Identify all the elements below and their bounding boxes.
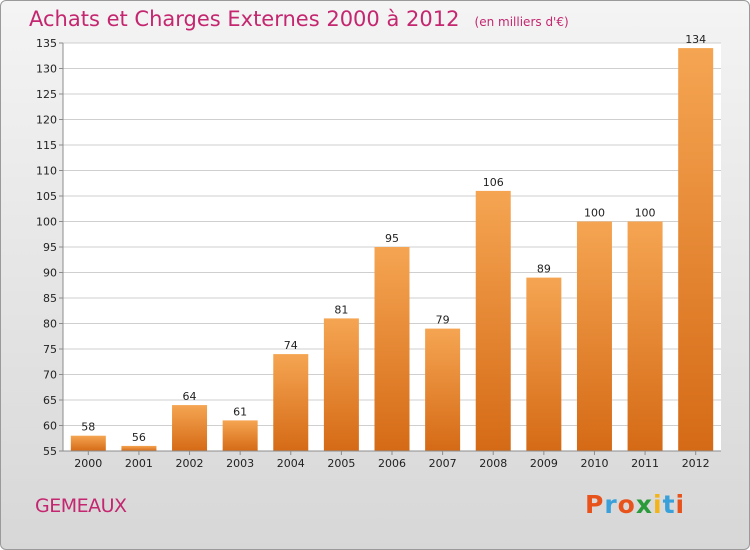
x-tick-label: 2000 xyxy=(74,457,102,470)
y-tick-label: 80 xyxy=(43,318,57,331)
bar xyxy=(576,221,612,451)
bar xyxy=(475,190,511,451)
x-tick-label: 2002 xyxy=(176,457,204,470)
bars: 58 56 64 61 74 81 95 79 106 89 100 100 134 xyxy=(70,33,714,451)
y-tick-label: 105 xyxy=(36,190,57,203)
x-tick-label: 2008 xyxy=(479,457,507,470)
x-tick-label: 2004 xyxy=(277,457,305,470)
bar xyxy=(374,247,410,451)
bar xyxy=(425,328,461,451)
bar-value-label: 100 xyxy=(584,207,605,220)
bar xyxy=(273,354,309,451)
logo-letter: t xyxy=(662,490,676,519)
x-tick-label: 2001 xyxy=(125,457,153,470)
y-tick-label: 125 xyxy=(36,88,57,101)
y-tick-label: 95 xyxy=(43,241,57,254)
commune-name: GEMEAUX xyxy=(35,495,127,517)
logo-letter: i xyxy=(675,490,686,519)
bar-value-label: 56 xyxy=(132,431,146,444)
bar-value-label: 74 xyxy=(284,339,298,352)
y-tick-label: 115 xyxy=(36,139,57,152)
chart-title: Achats et Charges Externes 2000 à 2012 xyxy=(29,7,460,31)
bar-value-label: 58 xyxy=(81,421,95,434)
bar-value-label: 89 xyxy=(537,263,551,276)
logo-letter: P xyxy=(585,490,605,519)
bar-value-label: 134 xyxy=(685,33,706,46)
y-tick-label: 120 xyxy=(36,114,57,127)
x-tick-label: 2012 xyxy=(682,457,710,470)
bar-value-label: 79 xyxy=(436,314,450,327)
x-tick-label: 2003 xyxy=(226,457,254,470)
x-tick-label: 2006 xyxy=(378,457,406,470)
x-tick-label: 2010 xyxy=(580,457,608,470)
x-tick-label: 2009 xyxy=(530,457,558,470)
y-tick-label: 60 xyxy=(43,420,57,433)
logo-letter: r xyxy=(604,490,618,519)
y-tick-label: 75 xyxy=(43,343,57,356)
x-tick-label: 2005 xyxy=(327,457,355,470)
bar-value-label: 100 xyxy=(635,207,656,220)
bar-value-label: 81 xyxy=(334,303,348,316)
bar xyxy=(172,405,208,451)
proxiti-logo: Proxiti xyxy=(585,490,685,519)
bar-value-label: 95 xyxy=(385,232,399,245)
y-tick-label: 65 xyxy=(43,394,57,407)
logo-letter: x xyxy=(635,490,653,519)
bar-value-label: 64 xyxy=(183,390,197,403)
logo-letter: o xyxy=(617,490,636,519)
y-tick-label: 110 xyxy=(36,165,57,178)
axes: 55 60 65 70 75 80 85 90 95 100 105 110 115 120 125 130 1… xyxy=(36,37,721,470)
y-tick-label: 70 xyxy=(43,369,57,382)
title-row: Achats et Charges Externes 2000 à 2012 (… xyxy=(29,7,569,31)
bar-value-label: 61 xyxy=(233,405,247,418)
bar xyxy=(526,277,562,451)
y-tick-label: 135 xyxy=(36,37,57,50)
y-tick-label: 100 xyxy=(36,216,57,229)
x-tick-label: 2011 xyxy=(631,457,659,470)
y-tick-label: 130 xyxy=(36,63,57,76)
bar xyxy=(121,445,157,451)
bar xyxy=(70,435,106,451)
chart-unit: (en milliers d'€) xyxy=(474,15,569,29)
x-tick-label: 2007 xyxy=(429,457,457,470)
bar xyxy=(222,420,258,451)
bar-value-label: 106 xyxy=(483,176,504,189)
bar xyxy=(627,221,663,451)
bar xyxy=(323,318,359,451)
y-tick-label: 85 xyxy=(43,292,57,305)
y-tick-label: 55 xyxy=(43,445,57,458)
y-tick-label: 90 xyxy=(43,267,57,280)
bar xyxy=(678,48,714,451)
logo-letter: i xyxy=(653,490,663,519)
